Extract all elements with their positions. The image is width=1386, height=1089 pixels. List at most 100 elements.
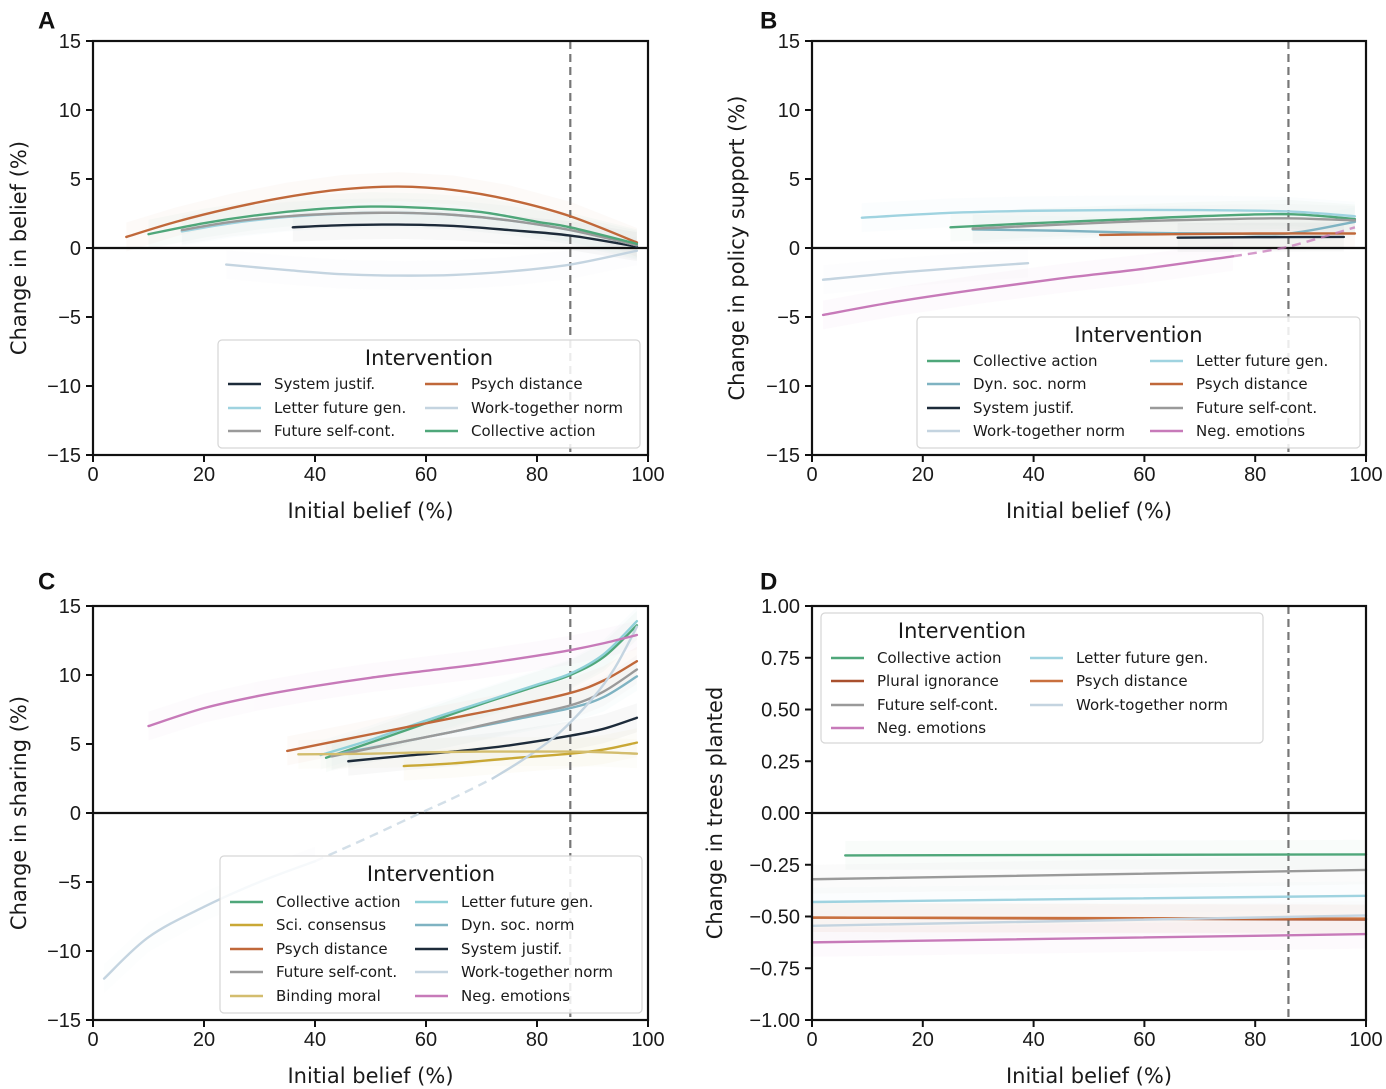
legend-box: [217, 339, 641, 449]
series-lines: [102, 619, 639, 980]
legend-title: Intervention: [1074, 323, 1202, 347]
x-tick-label: 40: [304, 464, 326, 486]
panel-letter: B: [760, 7, 777, 34]
y-tick-label: 5: [789, 169, 800, 191]
legend-item-work-together-norm: Work-together norm: [1030, 696, 1228, 714]
y-tick-label: 0.50: [761, 700, 800, 722]
legend-box: [820, 612, 1264, 744]
series-line-work-together-norm: [225, 249, 639, 277]
x-tick-label: 0: [806, 1029, 817, 1051]
legend-item-collective-action: Collective action: [230, 893, 401, 911]
series-line-neg-emotions: [821, 255, 1235, 317]
series-line-future-self-cont: [971, 217, 1357, 230]
legend-item-plural-ignorance: Plural ignorance: [831, 672, 999, 690]
panel-c: C 0 20 40 60 80 100 −15 −10 −5 0 5 10 15 Initial belie…: [7, 568, 665, 1088]
x-tick-label: 80: [526, 464, 548, 486]
legend-title: Intervention: [898, 619, 1026, 643]
legend-label: Collective action: [973, 352, 1098, 370]
series-lines: [125, 185, 639, 277]
legend-item-neg-emotions: Neg. emotions: [1150, 422, 1305, 440]
panel-letter: A: [38, 7, 55, 34]
legend-label: Collective action: [877, 649, 1002, 667]
legend-label: Sci. consensus: [276, 916, 386, 934]
series-line-collective-action: [949, 212, 1357, 229]
series-line-psych-distance: [1098, 232, 1357, 237]
series-line-work-together-norm: [821, 261, 1030, 281]
legend-item-system-justif: System justif.: [927, 399, 1074, 417]
legend-label: Psych distance: [1196, 375, 1308, 393]
legend-label: Neg. emotions: [461, 987, 570, 1005]
legend-label: Binding moral: [276, 987, 381, 1005]
legend-label: Work-together norm: [973, 422, 1125, 440]
legend-item-letter-future-gen: Letter future gen.: [415, 893, 593, 911]
x-tick-label: 20: [193, 464, 215, 486]
legend-label: Future self-cont.: [877, 696, 998, 714]
series-line-work-together-norm-extrapolated: [314, 777, 494, 863]
y-axis-label: Change in policy support (%): [725, 95, 749, 400]
series-line-sci-consensus: [402, 741, 639, 768]
series-line-work-together-norm-upper: [491, 625, 639, 780]
x-axis-label: Initial belief (%): [1006, 499, 1172, 523]
x-tick-label: 100: [631, 464, 664, 486]
y-tick-label: 0.00: [761, 803, 800, 825]
legend-item-future-self-cont: Future self-cont.: [230, 963, 397, 981]
series-lines: [821, 208, 1357, 317]
y-tick-label: −0.75: [749, 958, 800, 980]
legend-item-work-together-norm: Work-together norm: [415, 963, 613, 981]
legend-label: Future self-cont.: [1196, 399, 1317, 417]
x-tick-label: 40: [1022, 464, 1044, 486]
panel-letter: D: [760, 568, 777, 595]
legend-item-work-together-norm: Work-together norm: [425, 399, 623, 417]
panel-a: A 0 20 40 60 80 100 −15 −10 −5 0 5 10 15 Initial belie…: [7, 7, 665, 523]
legend-item-neg-emotions: Neg. emotions: [415, 987, 570, 1005]
legend-label: Letter future gen.: [1076, 649, 1208, 667]
legend-item-binding-moral: Binding moral: [230, 987, 381, 1005]
legend-item-system-justif: System justif.: [228, 375, 375, 393]
legend-label: Letter future gen.: [1196, 352, 1328, 370]
series-line-neg-emotions-extrapolated: [1232, 226, 1356, 258]
series-line-system-justif: [291, 223, 639, 248]
legend-label: Psych distance: [471, 375, 583, 393]
legend-item-sci-consensus: Sci. consensus: [230, 916, 386, 934]
legend-item-collective-action: Collective action: [425, 422, 596, 440]
series-line-psych-distance: [286, 660, 639, 753]
legend: Intervention Collective action Letter futu…: [820, 612, 1264, 744]
legend-title: Intervention: [365, 346, 493, 370]
legend-label: Letter future gen.: [461, 893, 593, 911]
legend-label: System justif.: [461, 940, 562, 958]
panel-letter: C: [38, 568, 55, 595]
y-tick-label: −10: [47, 941, 81, 963]
x-tick-label: 0: [87, 1029, 98, 1051]
x-tick-label: 60: [1133, 1029, 1155, 1051]
legend-item-psych-distance: Psych distance: [1030, 672, 1188, 690]
y-tick-label: −5: [58, 872, 81, 894]
legend-item-future-self-cont: Future self-cont.: [1150, 399, 1317, 417]
series-line-psych-distance: [810, 916, 1368, 920]
y-axis: −15 −10 −5 0 5 10 15: [766, 31, 812, 467]
y-tick-label: −10: [47, 376, 81, 398]
x-tick-label: 20: [912, 464, 934, 486]
legend-box: [219, 855, 643, 1014]
legend-label: Work-together norm: [461, 963, 613, 981]
y-tick-label: −15: [47, 1010, 81, 1032]
y-tick-label: 0: [70, 238, 81, 260]
legend-label: Future self-cont.: [274, 422, 395, 440]
y-tick-label: −0.25: [749, 855, 800, 877]
y-tick-label: −10: [766, 376, 800, 398]
legend-label: System justif.: [274, 375, 375, 393]
series-line-future-self-cont: [810, 868, 1368, 881]
x-tick-label: 40: [1022, 1029, 1044, 1051]
series-line-system-justif: [1176, 235, 1346, 239]
x-axis: 0 20 40 60 80 100: [87, 1020, 665, 1051]
y-tick-label: 5: [70, 169, 81, 191]
x-tick-label: 80: [1244, 1029, 1266, 1051]
y-tick-label: −5: [777, 307, 800, 329]
legend: Intervention Collective action Letter futu…: [219, 855, 643, 1014]
series-line-future-self-cont: [330, 668, 639, 758]
legend-label: Neg. emotions: [1196, 422, 1305, 440]
legend-item-collective-action: Collective action: [831, 649, 1002, 667]
legend: Intervention System justif. Psych distance…: [217, 339, 641, 449]
x-tick-label: 60: [1133, 464, 1155, 486]
x-tick-label: 40: [304, 1029, 326, 1051]
legend-label: Plural ignorance: [877, 672, 999, 690]
